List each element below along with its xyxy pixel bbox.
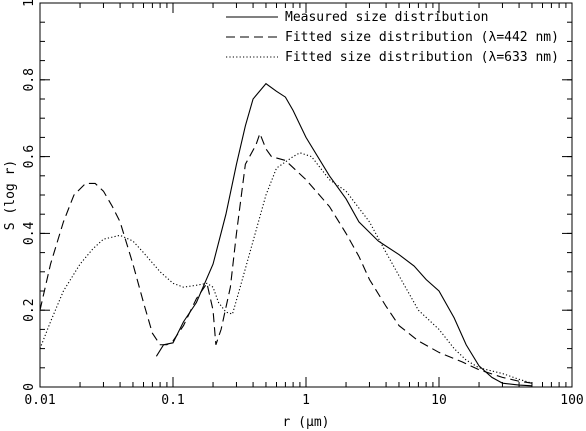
series-line-dotted [39,152,533,384]
x-axis-label: r (μm) [283,415,330,430]
series-group [39,82,533,387]
series-line-solid [155,82,532,387]
series-line-dashed [39,131,533,384]
y-tick-label: 0.6 [22,145,37,168]
legend: Measured size distribution Fitted size di… [226,10,559,65]
x-tick-label: 1 [302,393,310,408]
legend-label: Fitted size distribution (λ=442 nm) [285,30,559,45]
y-tick-label: 1 [22,0,37,7]
y-tick-label: 0.8 [22,68,37,91]
legend-label: Measured size distribution [285,10,489,25]
x-tick-label: 0.1 [161,393,184,408]
y-tick-label: 0.4 [22,221,37,245]
legend-label: Fitted size distribution (λ=633 nm) [285,50,559,65]
y-axis-label: S (log r) [3,160,18,230]
y-tick-label: 0.2 [22,298,37,321]
y-tick-label: 0 [22,383,37,391]
x-tick-label: 10 [431,393,447,408]
x-tick-label: 100 [560,393,583,408]
ticks: 0.01 0.1 1 10 100 0 0.2 0.4 0.6 0.8 1 [22,0,584,408]
x-tick-label: 0.01 [24,393,55,408]
